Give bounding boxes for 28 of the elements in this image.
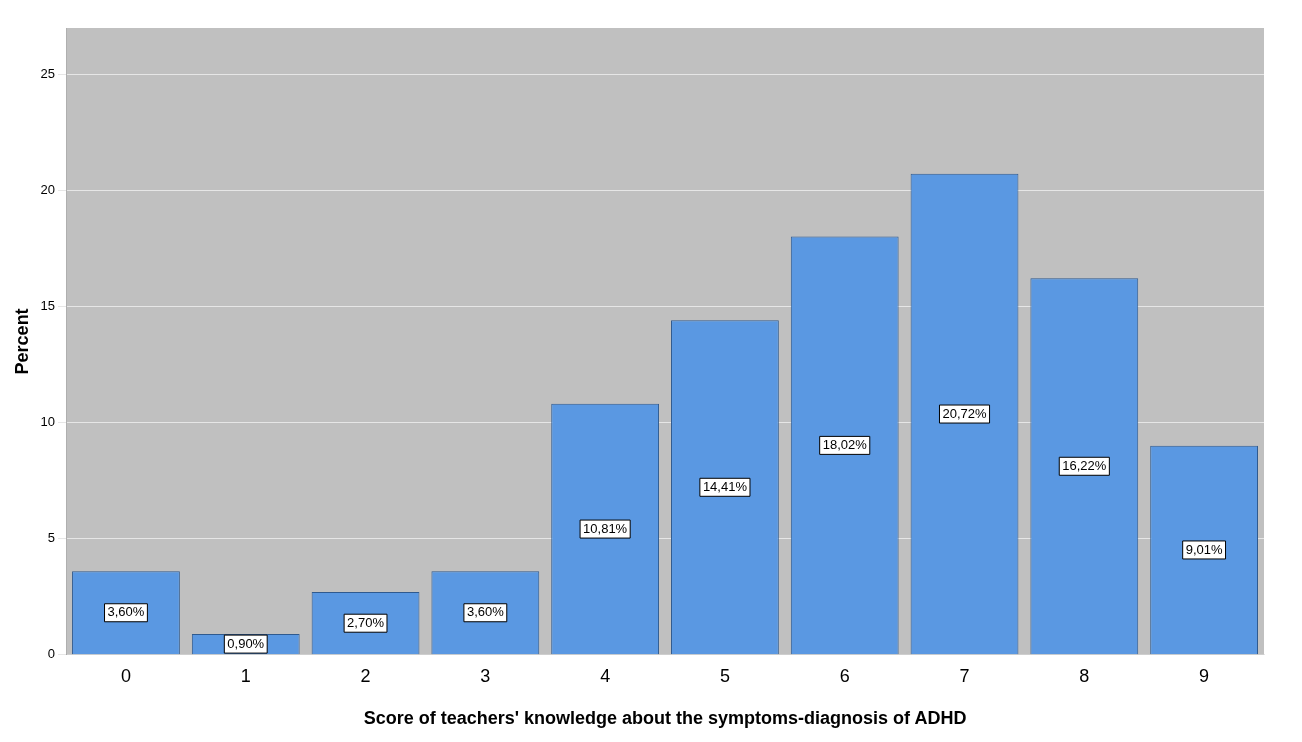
x-tick-label: 0 xyxy=(120,665,131,686)
x-tick-label: 3 xyxy=(480,665,491,686)
x-tick-label: 4 xyxy=(600,665,611,686)
data-label: 18,02% xyxy=(822,436,868,452)
y-tick-label: 0 xyxy=(47,646,56,662)
x-tick-label: 5 xyxy=(719,665,730,686)
x-tick-label: 2 xyxy=(360,665,371,686)
data-label: 0,90% xyxy=(227,635,265,651)
y-tick-label: 10 xyxy=(40,414,56,430)
y-tick-label: 5 xyxy=(47,530,56,546)
data-label: 16,22% xyxy=(1062,457,1107,473)
x-tick-label: 8 xyxy=(1079,665,1090,686)
x-tick-label: 9 xyxy=(1199,665,1210,686)
x-tick-label: 7 xyxy=(959,665,970,686)
data-label: 20,72% xyxy=(942,405,987,421)
y-tick-label: 20 xyxy=(40,182,56,198)
data-label: 3,60% xyxy=(466,604,505,620)
data-label: 10,81% xyxy=(583,520,628,536)
y-axis-title: Percent xyxy=(11,308,32,375)
x-tick-label: 6 xyxy=(839,665,850,686)
x-tick-label: 1 xyxy=(240,665,251,686)
x-axis-title: Score of teachers' knowledge about the symptoms-diagnosis of ADHD xyxy=(363,708,967,729)
y-tick-label: 15 xyxy=(40,298,56,314)
y-tick-label: 25 xyxy=(40,66,56,82)
data-label: 3,60% xyxy=(107,604,145,620)
data-label: 2,70% xyxy=(347,614,385,630)
data-label: 9,01% xyxy=(1185,541,1223,557)
data-label: 14,41% xyxy=(702,478,748,494)
